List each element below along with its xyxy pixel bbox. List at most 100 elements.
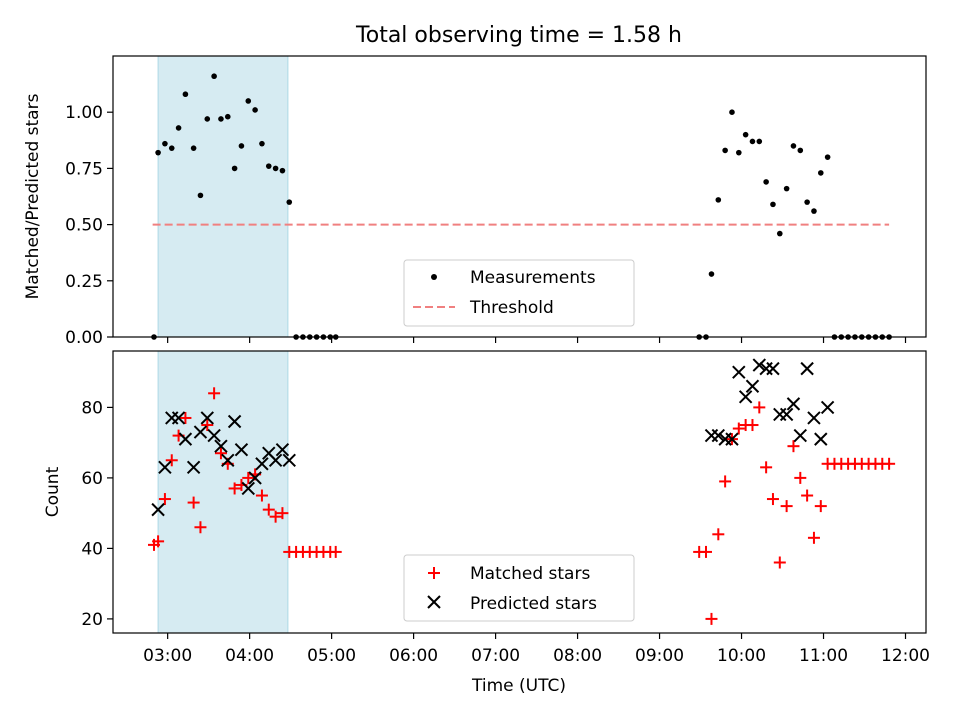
predicted-star-point [248, 471, 262, 485]
matched-star-point [165, 454, 178, 467]
measurement-point [238, 143, 245, 149]
measurement-point [742, 131, 749, 138]
predicted-star-point [255, 457, 269, 471]
measurement-point [817, 170, 824, 176]
predicted-star-point [779, 407, 794, 422]
measurement-point [729, 109, 735, 115]
predicted-star-point [207, 428, 221, 443]
matched-star-point [732, 422, 745, 435]
matched-star-point [187, 496, 200, 509]
predicted-star-point [752, 358, 767, 372]
measurement-point [783, 185, 790, 192]
ratio-panel: 0.00 0.25 0.50 0.75 1.00 Matched/Predicted s… [23, 55, 927, 348]
matched-star-point [883, 457, 896, 470]
matched-star-point [262, 503, 275, 516]
measurement-point [162, 140, 168, 147]
matched-star-point [276, 507, 289, 520]
predicted-star-point [814, 432, 828, 446]
legend-label-matched: Matched stars [470, 564, 590, 584]
measurement-point [272, 165, 279, 172]
predicted-star-point [766, 361, 780, 376]
matched-star-point [787, 440, 800, 453]
y-tick-label: 1.00 [65, 103, 103, 123]
measurement-point [252, 107, 258, 113]
matched-stars-points [147, 387, 896, 625]
legend-bottom: Matched stars Predicted stars [403, 554, 635, 622]
measurement-point [715, 197, 722, 203]
measurement-point [749, 138, 756, 145]
x-tick-label: 11:00 [799, 646, 848, 666]
matched-star-point [152, 535, 165, 548]
y-tick-label: 40 [81, 539, 103, 559]
matched-star-point [214, 447, 227, 460]
legend-marker-matched [428, 567, 440, 579]
x-tick-label: 09:00 [635, 646, 684, 666]
matched-star-point [194, 521, 207, 534]
matched-star-point [228, 482, 241, 495]
x-tick-label: 04:00 [225, 646, 274, 666]
measurement-point [804, 199, 810, 205]
predicted-star-point [214, 439, 228, 453]
x-tick-label: 03:00 [143, 646, 192, 666]
x-tick-label: 06:00 [389, 646, 438, 666]
predicted-star-point [807, 411, 821, 425]
matched-star-point [753, 401, 766, 414]
y-tick-label: 0.00 [65, 328, 103, 348]
measurement-point [155, 149, 161, 156]
measurement-point [224, 113, 231, 120]
chart-title: Total observing time = 1.58 h [355, 23, 682, 48]
matched-star-point [700, 545, 713, 558]
matched-star-point [158, 493, 171, 506]
y-axis-label-top: Matched/Predicted stars [23, 93, 43, 299]
legend-marker-measurements [431, 274, 437, 280]
measurement-point [708, 271, 715, 277]
matched-star-point [242, 471, 255, 484]
matched-star-point [712, 528, 725, 541]
measurement-point [231, 165, 238, 172]
x-axis-label: Time (UTC) [471, 676, 566, 696]
matched-star-point [705, 612, 718, 625]
matched-star-point [773, 556, 786, 569]
predicted-star-point [241, 481, 255, 496]
matched-star-point [719, 475, 732, 488]
predicted-star-point [786, 397, 801, 411]
x-tick-label: 07:00 [471, 646, 520, 666]
measurement-point [182, 91, 189, 98]
measurement-point [797, 147, 804, 154]
measurement-point [218, 116, 224, 122]
y-axis-label-bottom: Count [43, 466, 63, 517]
shaded-interval-top [157, 55, 289, 338]
measurement-point [175, 125, 182, 131]
shaded-interval-bottom [157, 350, 289, 634]
measurement-point [279, 167, 286, 174]
plot-frame-bottom [112, 350, 927, 634]
matched-star-point [329, 545, 342, 558]
matched-star-point [255, 489, 268, 502]
matched-star-point [807, 531, 820, 544]
predicted-star-point [158, 460, 172, 475]
predicted-star-point [151, 502, 165, 517]
measurement-point [770, 201, 776, 208]
y-tick-label: 80 [81, 398, 103, 418]
y-ticks-top: 0.00 0.25 0.50 0.75 1.00 [65, 103, 113, 348]
measurement-point [790, 143, 797, 149]
legend-top: Measurements Threshold [403, 259, 635, 327]
plot-frame-top [112, 55, 927, 338]
measurement-point [763, 179, 769, 185]
measurement-point [190, 145, 197, 151]
x-ticks-top [167, 337, 907, 343]
predicted-star-point [200, 411, 214, 425]
legend-label-measurements: Measurements [470, 268, 596, 288]
predicted-star-point [234, 442, 249, 457]
measurement-point [736, 149, 742, 156]
predicted-star-point [275, 442, 290, 457]
y-tick-label: 0.25 [65, 272, 103, 292]
predicted-star-point [793, 428, 807, 443]
matched-star-point [208, 387, 221, 400]
y-tick-label: 60 [81, 469, 103, 489]
predicted-star-point [725, 432, 739, 446]
matched-star-point [794, 471, 807, 484]
y-tick-label: 0.75 [65, 159, 103, 179]
x-tick-label: 12:00 [881, 646, 930, 666]
